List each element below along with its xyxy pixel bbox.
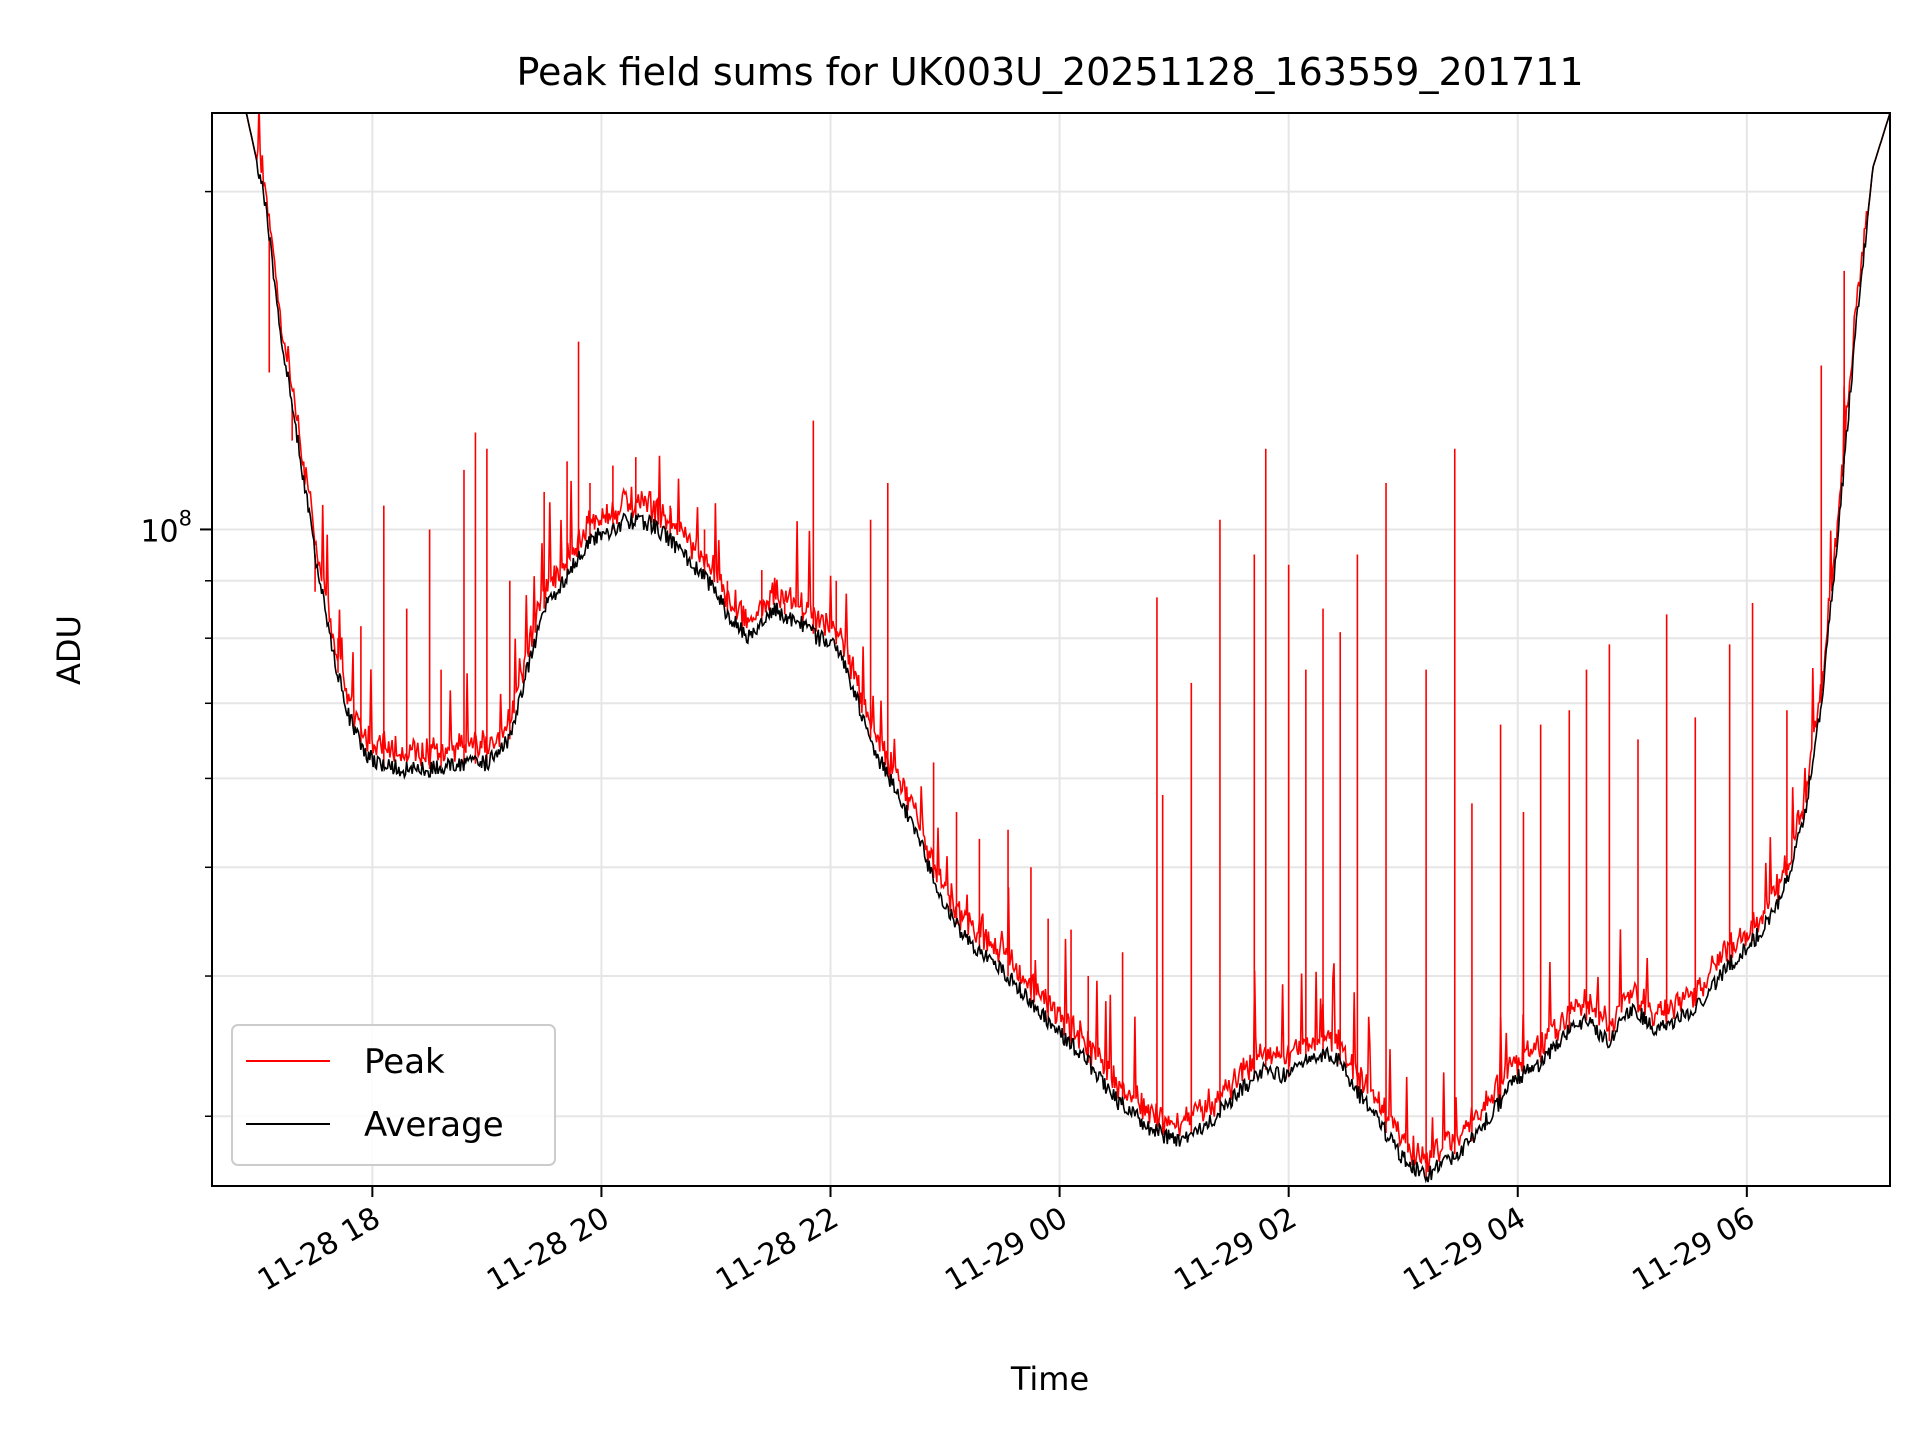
- chart-title: Peak field sums for UK003U_20251128_1635…: [516, 50, 1583, 94]
- x-tick-label-1: 11-28 20: [481, 1201, 615, 1299]
- x-axis-label: Time: [1010, 1360, 1089, 1398]
- y-tick-base: 10: [140, 514, 178, 549]
- x-axis: 11-28 18 11-28 20 11-28 22 11-29 00 11-29 02…: [252, 1186, 1761, 1298]
- legend-label-peak: Peak: [364, 1042, 445, 1082]
- series-layer: [212, 113, 1890, 1184]
- series-line-peak: [212, 113, 1890, 1173]
- legend: Peak Average: [231, 1024, 556, 1166]
- x-tick-label-2: 11-28 22: [710, 1201, 844, 1299]
- series-line-average: [212, 113, 1890, 1184]
- legend-label-average: Average: [364, 1105, 504, 1145]
- x-tick-label-6: 11-29 06: [1627, 1201, 1761, 1299]
- y-axis-label: ADU: [50, 615, 88, 685]
- x-tick-label-5: 11-29 04: [1397, 1201, 1531, 1299]
- plot-frame: [211, 112, 1891, 1187]
- y-axis: 108: [140, 190, 212, 1118]
- x-tick-label-4: 11-29 02: [1168, 1201, 1302, 1299]
- y-tick-label-0: 108: [140, 506, 192, 549]
- x-tick-label-3: 11-29 00: [939, 1201, 1073, 1299]
- x-tick-label-0: 11-28 18: [252, 1201, 386, 1299]
- y-tick-exponent: 8: [179, 506, 192, 530]
